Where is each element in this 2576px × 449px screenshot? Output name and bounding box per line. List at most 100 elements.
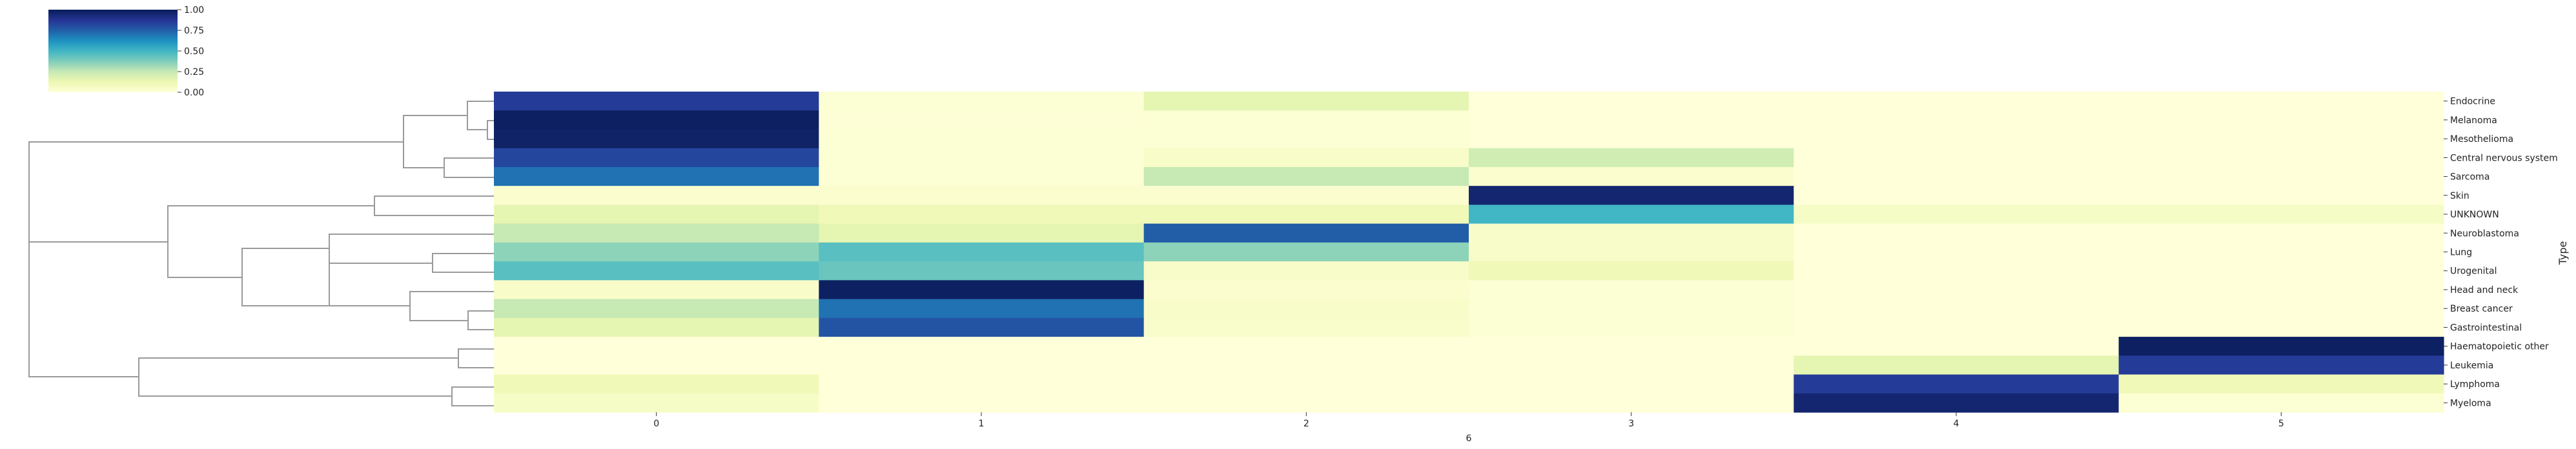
row-label-endocrine: Endocrine [2450, 97, 2495, 107]
heatmap-cell-skin-col-0 [494, 186, 819, 206]
heatmap-cell-head-and-neck-col-2 [1143, 280, 1469, 300]
heatmap-cell-mesothelioma-col-4 [1794, 129, 2120, 149]
heatmap-cell-neuroblastoma-col-5 [2118, 223, 2444, 243]
heatmap-cell-melanoma-col-3 [1469, 110, 1794, 130]
heatmap-cell-central-nervous-system-col-1 [819, 148, 1145, 168]
heatmap-cell-breast-cancer-col-2 [1143, 299, 1469, 319]
heatmap-grid [494, 92, 2444, 413]
heatmap-cell-central-nervous-system-col-2 [1143, 148, 1469, 168]
heatmap-cell-skin-col-1 [819, 186, 1145, 206]
heatmap-cell-lymphoma-col-0 [494, 374, 819, 394]
heatmap-cell-haematopoietic-other-col-5 [2118, 337, 2444, 356]
heatmap-cell-gastrointestinal-col-4 [1794, 317, 2120, 337]
dendro-link-endocrine-group [467, 101, 494, 130]
row-label-unknown: UNKNOWN [2450, 210, 2499, 220]
column-label-3: 3 [1628, 419, 1634, 429]
row-label-lymphoma: Lymphoma [2450, 379, 2500, 390]
column-label-4: 4 [1954, 419, 1959, 429]
heatmap-cell-urogenital-col-5 [2118, 261, 2444, 281]
heatmap-cell-haematopoietic-other-col-3 [1469, 337, 1794, 356]
heatmap-cell-breast-cancer-col-5 [2118, 299, 2444, 319]
heatmap-cell-myeloma-col-4 [1794, 393, 2120, 413]
x-axis-label: 6 [1466, 434, 1472, 444]
heatmap-cell-neuroblastoma-col-0 [494, 223, 819, 243]
heatmap-cell-haematopoietic-other-col-1 [819, 337, 1145, 356]
colorbar-tick-label-0-00: 0.00 [184, 88, 204, 98]
dendro-link-lung-urogenital [432, 253, 494, 273]
dendro-link-skin-mid [167, 205, 374, 278]
heatmap-cell-lung-col-5 [2118, 242, 2444, 262]
heatmap-cell-sarcoma-col-4 [1794, 166, 2120, 186]
row-dendrogram [28, 101, 494, 406]
row-label-lung: Lung [2450, 248, 2472, 258]
heatmap-cell-melanoma-col-4 [1794, 110, 2120, 130]
heatmap-cell-head-and-neck-col-5 [2118, 280, 2444, 300]
heatmap-cell-skin-col-4 [1794, 186, 2120, 206]
dendro-link-blood-cluster [138, 357, 458, 397]
heatmap-cell-lung-col-2 [1143, 242, 1469, 262]
heatmap-cell-urogenital-col-3 [1469, 261, 1794, 281]
heatmap-cell-urogenital-col-0 [494, 261, 819, 281]
heatmap-cell-melanoma-col-0 [494, 110, 819, 130]
heatmap-cell-breast-cancer-col-1 [819, 299, 1145, 319]
heatmap-cell-mesothelioma-col-2 [1143, 129, 1469, 149]
heatmap-cell-leukemia-col-1 [819, 355, 1145, 375]
heatmap-cell-endocrine-col-1 [819, 92, 1145, 111]
heatmap-cell-melanoma-col-2 [1143, 110, 1469, 130]
colorbar: 0.00 0.25 0.50 0.75 1.00 [48, 5, 204, 98]
heatmap-cell-skin-col-2 [1143, 186, 1469, 206]
heatmap-cell-sarcoma-col-2 [1143, 166, 1469, 186]
heatmap-cell-sarcoma-col-1 [819, 166, 1145, 186]
heatmap-cell-unknown-col-5 [2118, 205, 2444, 224]
heatmap-cell-central-nervous-system-col-4 [1794, 148, 2120, 168]
row-label-leukemia: Leukemia [2450, 361, 2493, 371]
row-label-head-and-neck: Head and neck [2450, 285, 2519, 295]
dendro-link-root [28, 192, 139, 377]
heatmap-cell-skin-col-3 [1469, 186, 1794, 206]
heatmap-cell-unknown-col-3 [1469, 205, 1794, 224]
column-label-2: 2 [1303, 419, 1309, 429]
heatmap-cell-gastrointestinal-col-0 [494, 317, 819, 337]
heatmap-cell-lung-col-1 [819, 242, 1145, 262]
heatmap-cell-mesothelioma-col-3 [1469, 129, 1794, 149]
heatmap-cell-central-nervous-system-col-3 [1469, 148, 1794, 168]
heatmap-cell-neuroblastoma-col-3 [1469, 223, 1794, 243]
dendro-link-top-cluster [28, 141, 404, 243]
row-label-breast-cancer: Breast cancer [2450, 304, 2513, 314]
row-label-mesothelioma: Mesothelioma [2450, 134, 2513, 145]
heatmap-cell-gastrointestinal-col-1 [819, 317, 1145, 337]
heatmap-cell-lymphoma-col-5 [2118, 374, 2444, 394]
heatmap-cell-melanoma-col-1 [819, 110, 1145, 130]
heatmap-cell-myeloma-col-0 [494, 393, 819, 413]
heatmap-cell-breast-cancer-col-3 [1469, 299, 1794, 319]
heatmap-cell-endocrine-col-4 [1794, 92, 2120, 111]
heatmap-cell-mesothelioma-col-0 [494, 129, 819, 149]
dendro-link-lymphoma-myeloma [451, 386, 494, 406]
row-label-sarcoma: Sarcoma [2450, 172, 2489, 183]
heatmap-cell-sarcoma-col-5 [2118, 166, 2444, 186]
column-label-1: 1 [979, 419, 985, 429]
column-labels: 0 1 2 3 4 5 [653, 412, 2284, 429]
heatmap-cell-lung-col-4 [1794, 242, 2120, 262]
heatmap-cell-myeloma-col-3 [1469, 393, 1794, 413]
heatmap-cell-haematopoietic-other-col-2 [1143, 337, 1469, 356]
heatmap-cell-leukemia-col-5 [2118, 355, 2444, 375]
row-label-gastrointestinal: Gastrointestinal [2450, 323, 2522, 333]
heatmap-cell-skin-col-5 [2118, 186, 2444, 206]
heatmap-cell-head-and-neck-col-0 [494, 280, 819, 300]
heatmap-cell-haematopoietic-other-col-0 [494, 337, 819, 356]
heatmap-cell-head-and-neck-col-3 [1469, 280, 1794, 300]
colorbar-gradient [48, 10, 178, 92]
heatmap-cell-leukemia-col-0 [494, 355, 819, 375]
row-label-melanoma: Melanoma [2450, 115, 2497, 126]
heatmap-cell-endocrine-col-3 [1469, 92, 1794, 111]
heatmap-cell-gastrointestinal-col-2 [1143, 317, 1469, 337]
dendro-link-mid-cluster [241, 248, 410, 306]
heatmap-cell-urogenital-col-2 [1143, 261, 1469, 281]
heatmap-cell-melanoma-col-5 [2118, 110, 2444, 130]
heatmap-cell-urogenital-col-1 [819, 261, 1145, 281]
heatmap-cell-lymphoma-col-2 [1143, 374, 1469, 394]
dendro-link-breast-gi [467, 310, 494, 330]
heatmap-cell-lymphoma-col-1 [819, 374, 1145, 394]
heatmap-cell-neuroblastoma-col-4 [1794, 223, 2120, 243]
